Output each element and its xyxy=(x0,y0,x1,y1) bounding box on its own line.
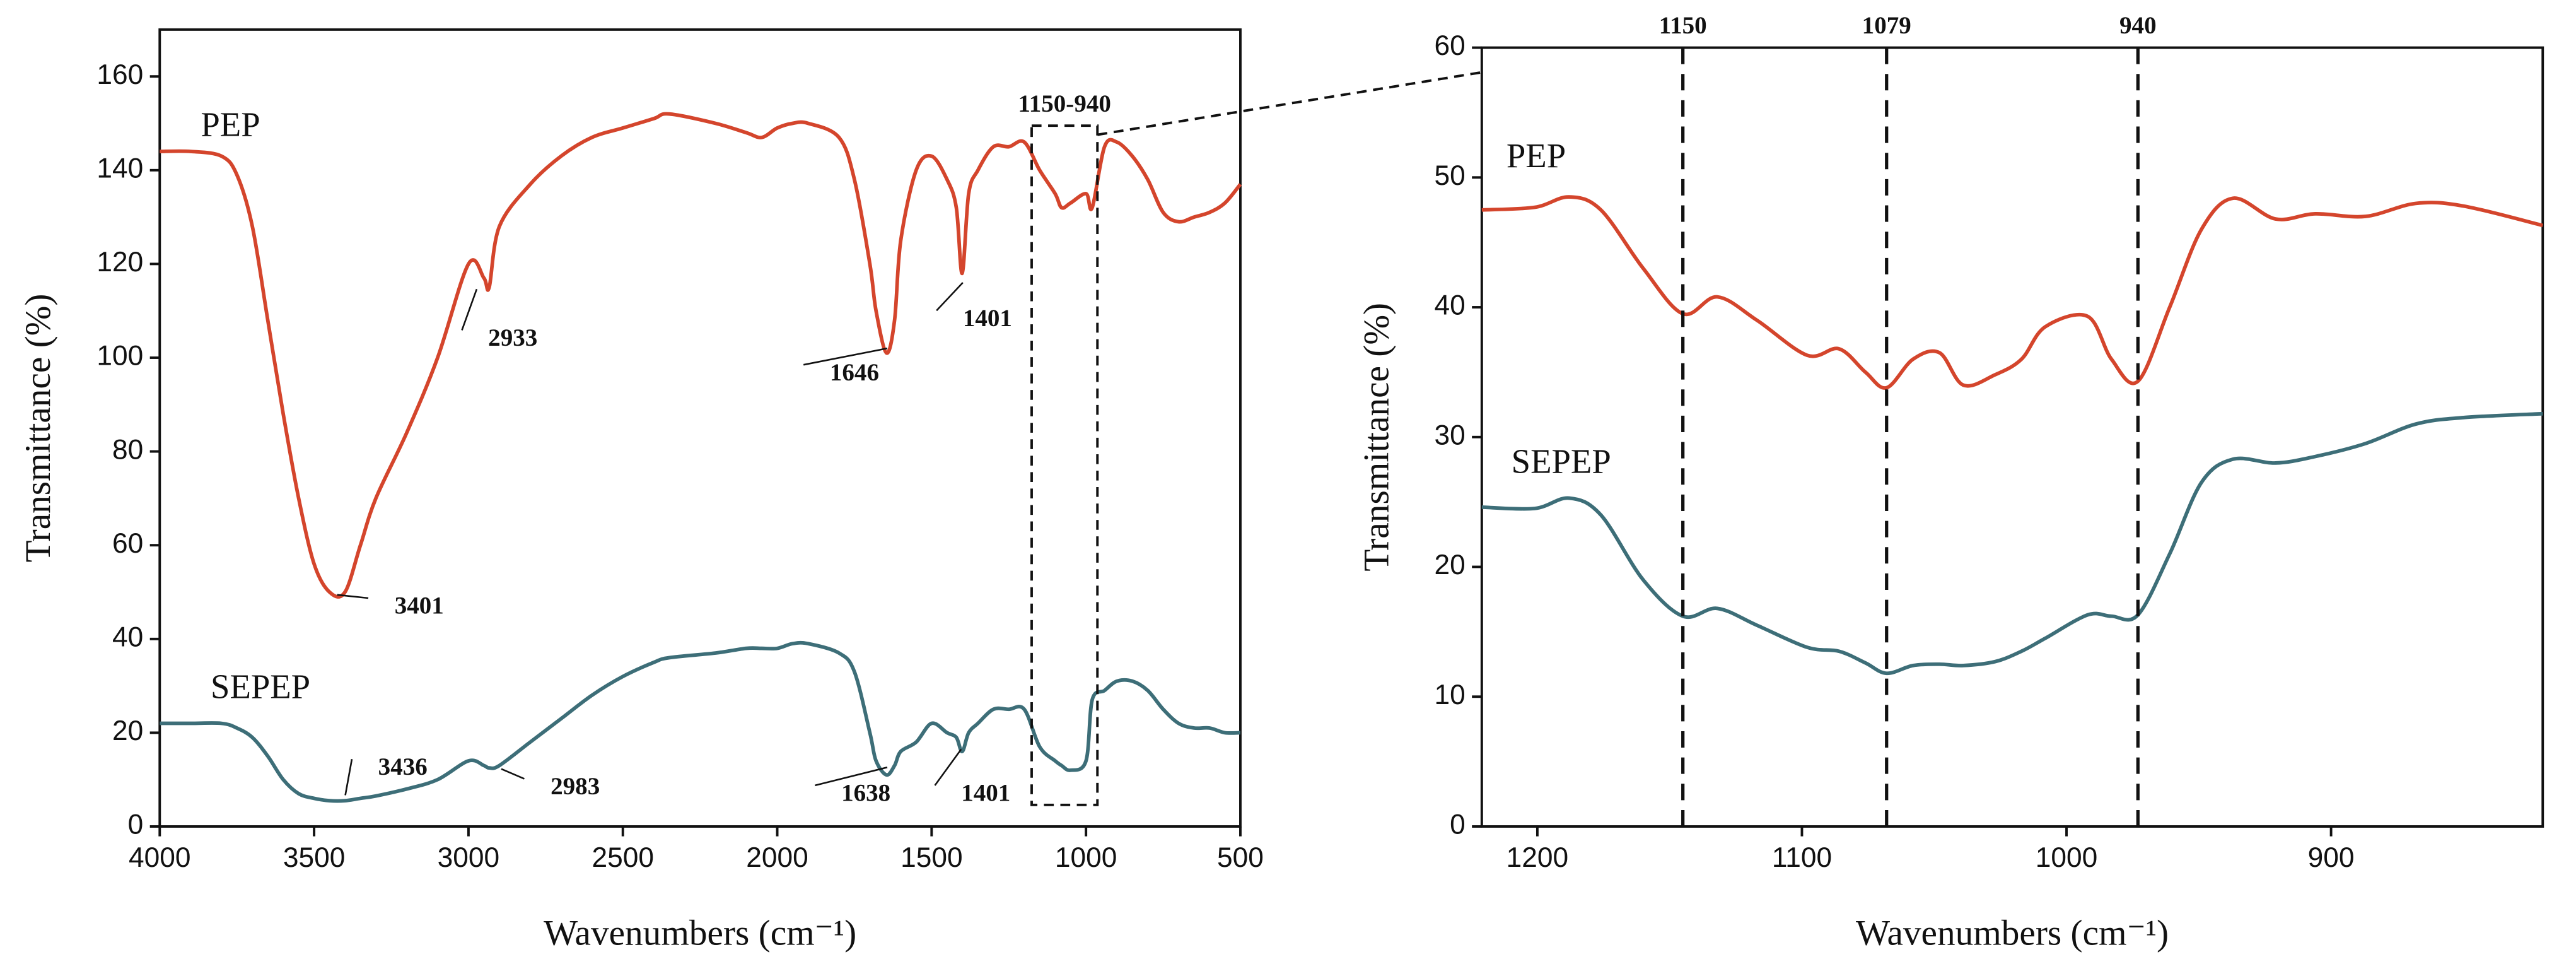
y-tick-label: 20 xyxy=(112,715,143,746)
marker-label: 940 xyxy=(2119,12,2157,39)
x-axis-label: Wavenumbers (cm⁻¹) xyxy=(1856,914,2169,953)
peak-label: 2983 xyxy=(551,773,600,800)
y-tick-label: 20 xyxy=(1435,550,1466,580)
x-tick-label: 1000 xyxy=(1055,842,1117,873)
annotation-leader xyxy=(344,758,353,796)
series-label: SEPEP xyxy=(211,667,310,705)
highlight-box xyxy=(1030,124,1099,806)
x-tick-label: 1200 xyxy=(1507,842,1568,873)
y-tick-label: 60 xyxy=(112,528,143,559)
annotation-leader xyxy=(936,282,964,312)
series-line xyxy=(1481,411,2543,676)
peak-label: 1401 xyxy=(963,305,1012,332)
peak-label: 1646 xyxy=(830,359,879,386)
x-tick-label: 500 xyxy=(1217,842,1264,873)
y-tick-label: 50 xyxy=(1435,160,1466,191)
y-axis-label: Transmittance (%) xyxy=(1356,303,1396,572)
series-line xyxy=(160,112,1242,599)
y-tick-label: 140 xyxy=(96,153,143,184)
x-tick-label: 900 xyxy=(2308,842,2355,873)
y-tick-label: 10 xyxy=(1435,679,1466,710)
y-tick-label: 40 xyxy=(112,621,143,652)
annotation-leader xyxy=(461,288,478,331)
marker-label: 1150 xyxy=(1659,12,1707,39)
y-tick-label: 80 xyxy=(112,434,143,465)
series-label: SEPEP xyxy=(1512,442,1611,481)
y-tick-label: 30 xyxy=(1435,420,1466,450)
y-tick-label: 160 xyxy=(96,59,143,90)
x-tick-label: 2000 xyxy=(746,842,808,873)
annotation-leader xyxy=(337,594,369,599)
peak-label: 2933 xyxy=(488,324,537,351)
y-tick-label: 120 xyxy=(96,247,143,278)
marker-label: 1079 xyxy=(1862,12,1911,39)
y-tick-label: 0 xyxy=(1450,809,1466,840)
annotation-leader xyxy=(815,766,888,787)
y-tick-label: 40 xyxy=(1435,290,1466,321)
y-tick-label: 0 xyxy=(128,809,144,840)
series-line xyxy=(1481,195,2543,390)
annotation-leader xyxy=(803,347,888,366)
x-axis-label: Wavenumbers (cm⁻¹) xyxy=(544,914,856,953)
x-tick-label: 1100 xyxy=(1772,842,1832,873)
box-label: 1150-940 xyxy=(1018,90,1111,117)
y-tick-label: 60 xyxy=(1435,30,1466,61)
x-tick-label: 2500 xyxy=(592,842,653,873)
peak-label: 1401 xyxy=(961,779,1010,806)
peak-label: 3401 xyxy=(395,592,444,620)
x-tick-label: 1000 xyxy=(2036,842,2097,873)
annotation-leader xyxy=(501,768,525,780)
x-tick-label: 3500 xyxy=(283,842,345,873)
peak-label: 1638 xyxy=(841,779,890,806)
series-label: PEP xyxy=(201,105,260,144)
y-axis-label: Transmittance (%) xyxy=(18,294,58,563)
x-tick-label: 1500 xyxy=(900,842,962,873)
y-tick-label: 100 xyxy=(96,341,143,372)
x-tick-label: 3000 xyxy=(438,842,499,873)
x-tick-label: 4000 xyxy=(129,842,190,873)
annotation-leader xyxy=(934,748,962,786)
peak-label: 3436 xyxy=(378,753,428,780)
zoom-connector xyxy=(1097,71,1483,136)
series-line xyxy=(160,640,1241,803)
series-label: PEP xyxy=(1507,136,1566,175)
plot-frame xyxy=(158,28,1242,828)
